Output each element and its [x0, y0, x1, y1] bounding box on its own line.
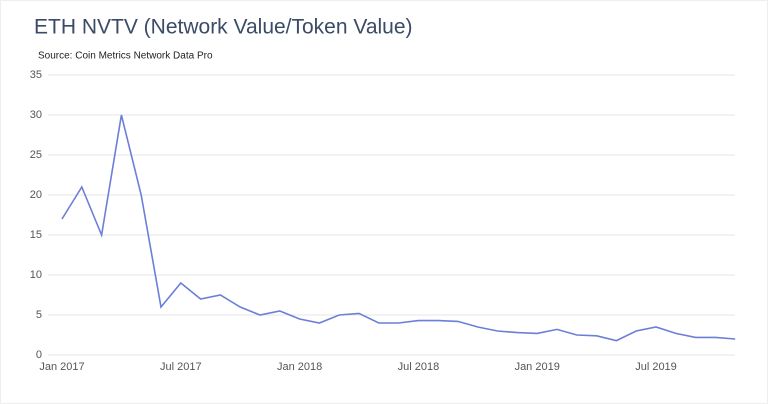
y-tick-label: 20	[30, 189, 42, 201]
y-tick-label: 25	[30, 149, 42, 161]
y-tick-label: 15	[30, 229, 42, 241]
x-tick-label: Jul 2018	[398, 361, 440, 373]
y-tick-label: 0	[36, 349, 42, 361]
y-tick-label: 10	[30, 269, 42, 281]
y-tick-label: 5	[36, 309, 42, 321]
chart-subtitle: Source: Coin Metrics Network Data Pro	[38, 51, 213, 62]
x-tick-label: Jul 2017	[160, 361, 202, 373]
chart-title: ETH NVTV (Network Value/Token Value)	[34, 16, 413, 39]
x-tick-label: Jan 2018	[277, 361, 322, 373]
y-tick-label: 30	[30, 109, 42, 121]
x-tick-label: Jul 2019	[635, 361, 677, 373]
x-tick-label: Jan 2017	[39, 361, 84, 373]
x-tick-label: Jan 2019	[515, 361, 560, 373]
y-tick-label: 35	[30, 69, 42, 81]
data-line	[61, 114, 736, 342]
